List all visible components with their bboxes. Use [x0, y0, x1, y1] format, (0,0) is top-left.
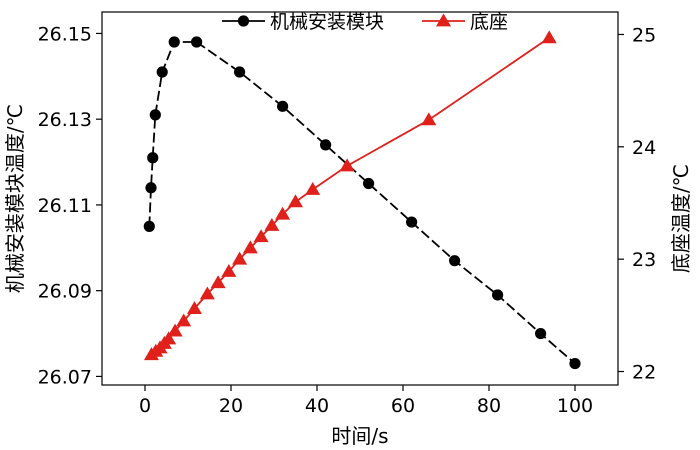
data-point	[242, 240, 258, 254]
data-point	[232, 251, 248, 265]
data-point	[253, 229, 269, 243]
legend-label: 机械安装模块	[270, 11, 384, 33]
data-point	[149, 109, 161, 121]
data-point	[339, 158, 355, 172]
data-point	[264, 217, 280, 231]
y-right-tick-label: 22	[632, 362, 656, 384]
x-tick-label: 40	[305, 395, 329, 417]
axes-layer: 0 20 40 60 80 100 26.07 26.09 26.11 26.13 26.15 22 2…	[3, 11, 693, 448]
y-left-axis-title: 机械安装模块温度/℃	[3, 104, 27, 293]
x-tick-label: 100	[557, 395, 593, 417]
data-point	[541, 30, 557, 44]
y-left-tick-label: 26.09	[38, 281, 92, 303]
data-point	[234, 66, 246, 78]
legend: 机械安装模块 底座	[222, 11, 508, 33]
legend-item-2: 底座	[422, 11, 508, 33]
data-point	[147, 152, 159, 164]
data-point	[406, 216, 418, 228]
data-point	[277, 100, 289, 112]
legend-label: 底座	[470, 11, 508, 33]
data-point	[168, 36, 180, 48]
series-layer	[143, 30, 581, 370]
y-left-tick-label: 26.07	[38, 366, 92, 388]
data-point	[191, 36, 203, 48]
data-point	[176, 313, 192, 327]
data-point	[143, 220, 155, 232]
data-point	[363, 177, 375, 190]
series-2	[143, 30, 557, 361]
legend-item-1: 机械安装模块	[222, 11, 384, 33]
data-point	[167, 323, 183, 337]
series-line	[148, 41, 576, 365]
data-point	[186, 301, 202, 315]
y-right-tick-label: 25	[632, 24, 656, 46]
data-point	[288, 194, 303, 208]
x-tick-label: 60	[391, 395, 415, 417]
y-right-axis-title: 底座温度/℃	[669, 164, 693, 273]
data-point	[305, 182, 321, 195]
data-point	[275, 206, 291, 220]
y-left-tick-label: 26.15	[38, 23, 92, 45]
x-tick-label: 80	[477, 395, 501, 417]
legend-marker	[237, 15, 250, 27]
y-left-tick-label: 26.13	[38, 109, 92, 131]
x-tick-label: 20	[219, 395, 243, 417]
data-point	[145, 182, 157, 194]
data-point	[199, 286, 215, 300]
y-left-tick-label: 26.11	[38, 195, 92, 217]
x-tick-label: 0	[139, 395, 151, 417]
data-point	[161, 331, 177, 345]
data-point	[569, 357, 581, 370]
data-point	[449, 255, 461, 267]
data-point	[421, 112, 437, 126]
legend-marker	[436, 13, 451, 27]
series-line	[150, 37, 550, 356]
data-point	[221, 264, 237, 277]
y-right-tick-label: 23	[632, 249, 656, 271]
data-point	[535, 327, 547, 340]
y-right-tick-label: 24	[632, 137, 656, 159]
data-point	[210, 275, 226, 289]
x-axis-title: 时间/s	[331, 424, 388, 448]
plot-frame	[101, 11, 619, 386]
data-point	[492, 289, 504, 301]
data-point	[320, 139, 332, 151]
series-1	[143, 36, 581, 370]
data-point	[156, 66, 168, 78]
